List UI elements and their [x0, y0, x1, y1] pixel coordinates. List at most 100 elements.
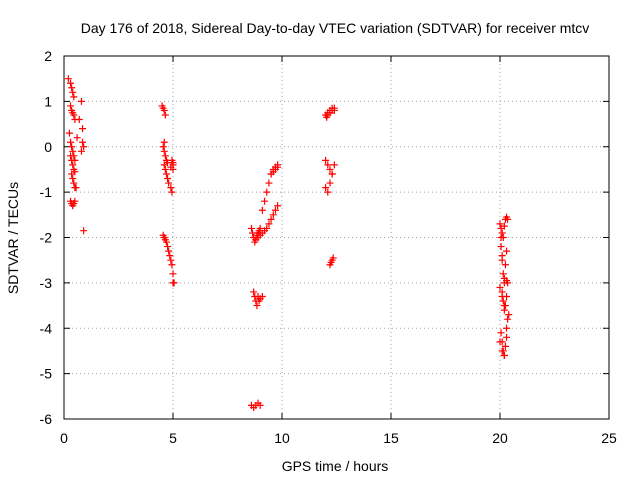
- x-tick-labels: 0 5 10 15 20 25: [60, 430, 617, 446]
- data-point: [328, 170, 336, 178]
- x-tick-label: 10: [274, 430, 290, 446]
- y-tick-label: -1: [40, 184, 53, 200]
- data-point: [69, 161, 77, 169]
- data-point: [496, 220, 504, 228]
- data-point: [64, 75, 72, 83]
- data-point: [168, 188, 176, 196]
- data-point: [497, 329, 505, 337]
- data-point: [165, 247, 173, 255]
- data-point: [159, 143, 167, 151]
- y-tick-label: -5: [40, 366, 53, 382]
- data-point: [504, 215, 512, 223]
- data-point: [165, 179, 173, 187]
- data-point: [75, 116, 83, 124]
- axis-ticks: [63, 55, 610, 420]
- data-point: [329, 254, 337, 262]
- x-tick-label: 15: [383, 430, 399, 446]
- data-point: [161, 165, 169, 173]
- data-point: [500, 351, 508, 359]
- data-point: [162, 170, 170, 178]
- data-point: [497, 234, 505, 241]
- data-point: [69, 147, 77, 155]
- data-point: [79, 125, 87, 133]
- data-point: [258, 292, 266, 300]
- data-point: [253, 302, 261, 310]
- data-point: [77, 97, 85, 105]
- data-point: [500, 222, 508, 230]
- data-point: [498, 229, 506, 237]
- data-points: [64, 75, 513, 412]
- data-point: [324, 188, 332, 196]
- data-point: [67, 152, 75, 160]
- data-point: [70, 93, 78, 101]
- y-axis-label: SDTVAR / TECUs: [5, 182, 21, 294]
- data-point: [168, 156, 176, 164]
- data-point: [164, 175, 172, 183]
- data-point: [496, 283, 504, 291]
- data-point: [160, 138, 168, 146]
- data-point: [326, 165, 334, 173]
- data-point: [269, 211, 277, 219]
- data-point: [503, 324, 511, 332]
- data-point: [67, 138, 75, 146]
- data-point: [72, 184, 80, 192]
- data-point: [80, 143, 88, 151]
- y-tick-label: -4: [40, 320, 53, 336]
- data-point: [68, 143, 76, 151]
- y-tick-label: 1: [44, 93, 52, 109]
- data-point: [497, 243, 505, 251]
- y-tick-label: 0: [44, 139, 52, 155]
- y-tick-label: -2: [40, 230, 53, 246]
- data-point: [70, 179, 78, 187]
- data-point: [247, 224, 255, 232]
- grid: [64, 56, 609, 419]
- data-point: [326, 179, 334, 187]
- data-point: [498, 347, 506, 355]
- data-point: [160, 147, 168, 155]
- data-point: [160, 161, 168, 169]
- data-point: [503, 277, 511, 285]
- data-point: [330, 161, 338, 169]
- data-point: [167, 256, 175, 264]
- data-point: [501, 261, 509, 269]
- data-point: [267, 215, 275, 223]
- data-point: [330, 104, 338, 112]
- data-point: [274, 163, 282, 171]
- data-point: [80, 227, 88, 235]
- data-point: [250, 288, 258, 296]
- data-point: [499, 297, 507, 305]
- data-point: [169, 165, 177, 173]
- data-point: [500, 302, 508, 310]
- data-point: [170, 279, 178, 287]
- x-axis-label: GPS time / hours: [282, 458, 389, 474]
- data-point: [79, 138, 87, 146]
- data-point: [256, 401, 264, 409]
- data-point: [160, 106, 168, 114]
- x-tick-label: 0: [60, 430, 68, 446]
- data-point: [67, 102, 75, 110]
- data-point: [162, 238, 170, 246]
- data-point: [322, 156, 330, 164]
- data-point: [164, 243, 172, 251]
- data-point: [322, 184, 330, 192]
- x-tick-label: 20: [492, 430, 508, 446]
- data-point: [504, 315, 512, 323]
- y-tick-label: 2: [44, 48, 52, 64]
- data-point: [271, 206, 279, 214]
- data-point: [69, 88, 77, 96]
- data-point: [501, 342, 509, 350]
- data-point: [68, 156, 76, 164]
- data-point: [166, 252, 174, 260]
- data-point: [498, 292, 506, 300]
- data-point: [69, 175, 77, 183]
- data-point: [261, 197, 269, 205]
- chart-title: Day 176 of 2018, Sidereal Day-to-day VTE…: [81, 20, 590, 36]
- data-point: [265, 179, 273, 187]
- data-point: [324, 161, 332, 169]
- data-point: [71, 197, 79, 205]
- data-point: [67, 79, 75, 87]
- data-point: [68, 170, 76, 178]
- x-tick-label: 25: [601, 430, 617, 446]
- data-point: [73, 134, 81, 142]
